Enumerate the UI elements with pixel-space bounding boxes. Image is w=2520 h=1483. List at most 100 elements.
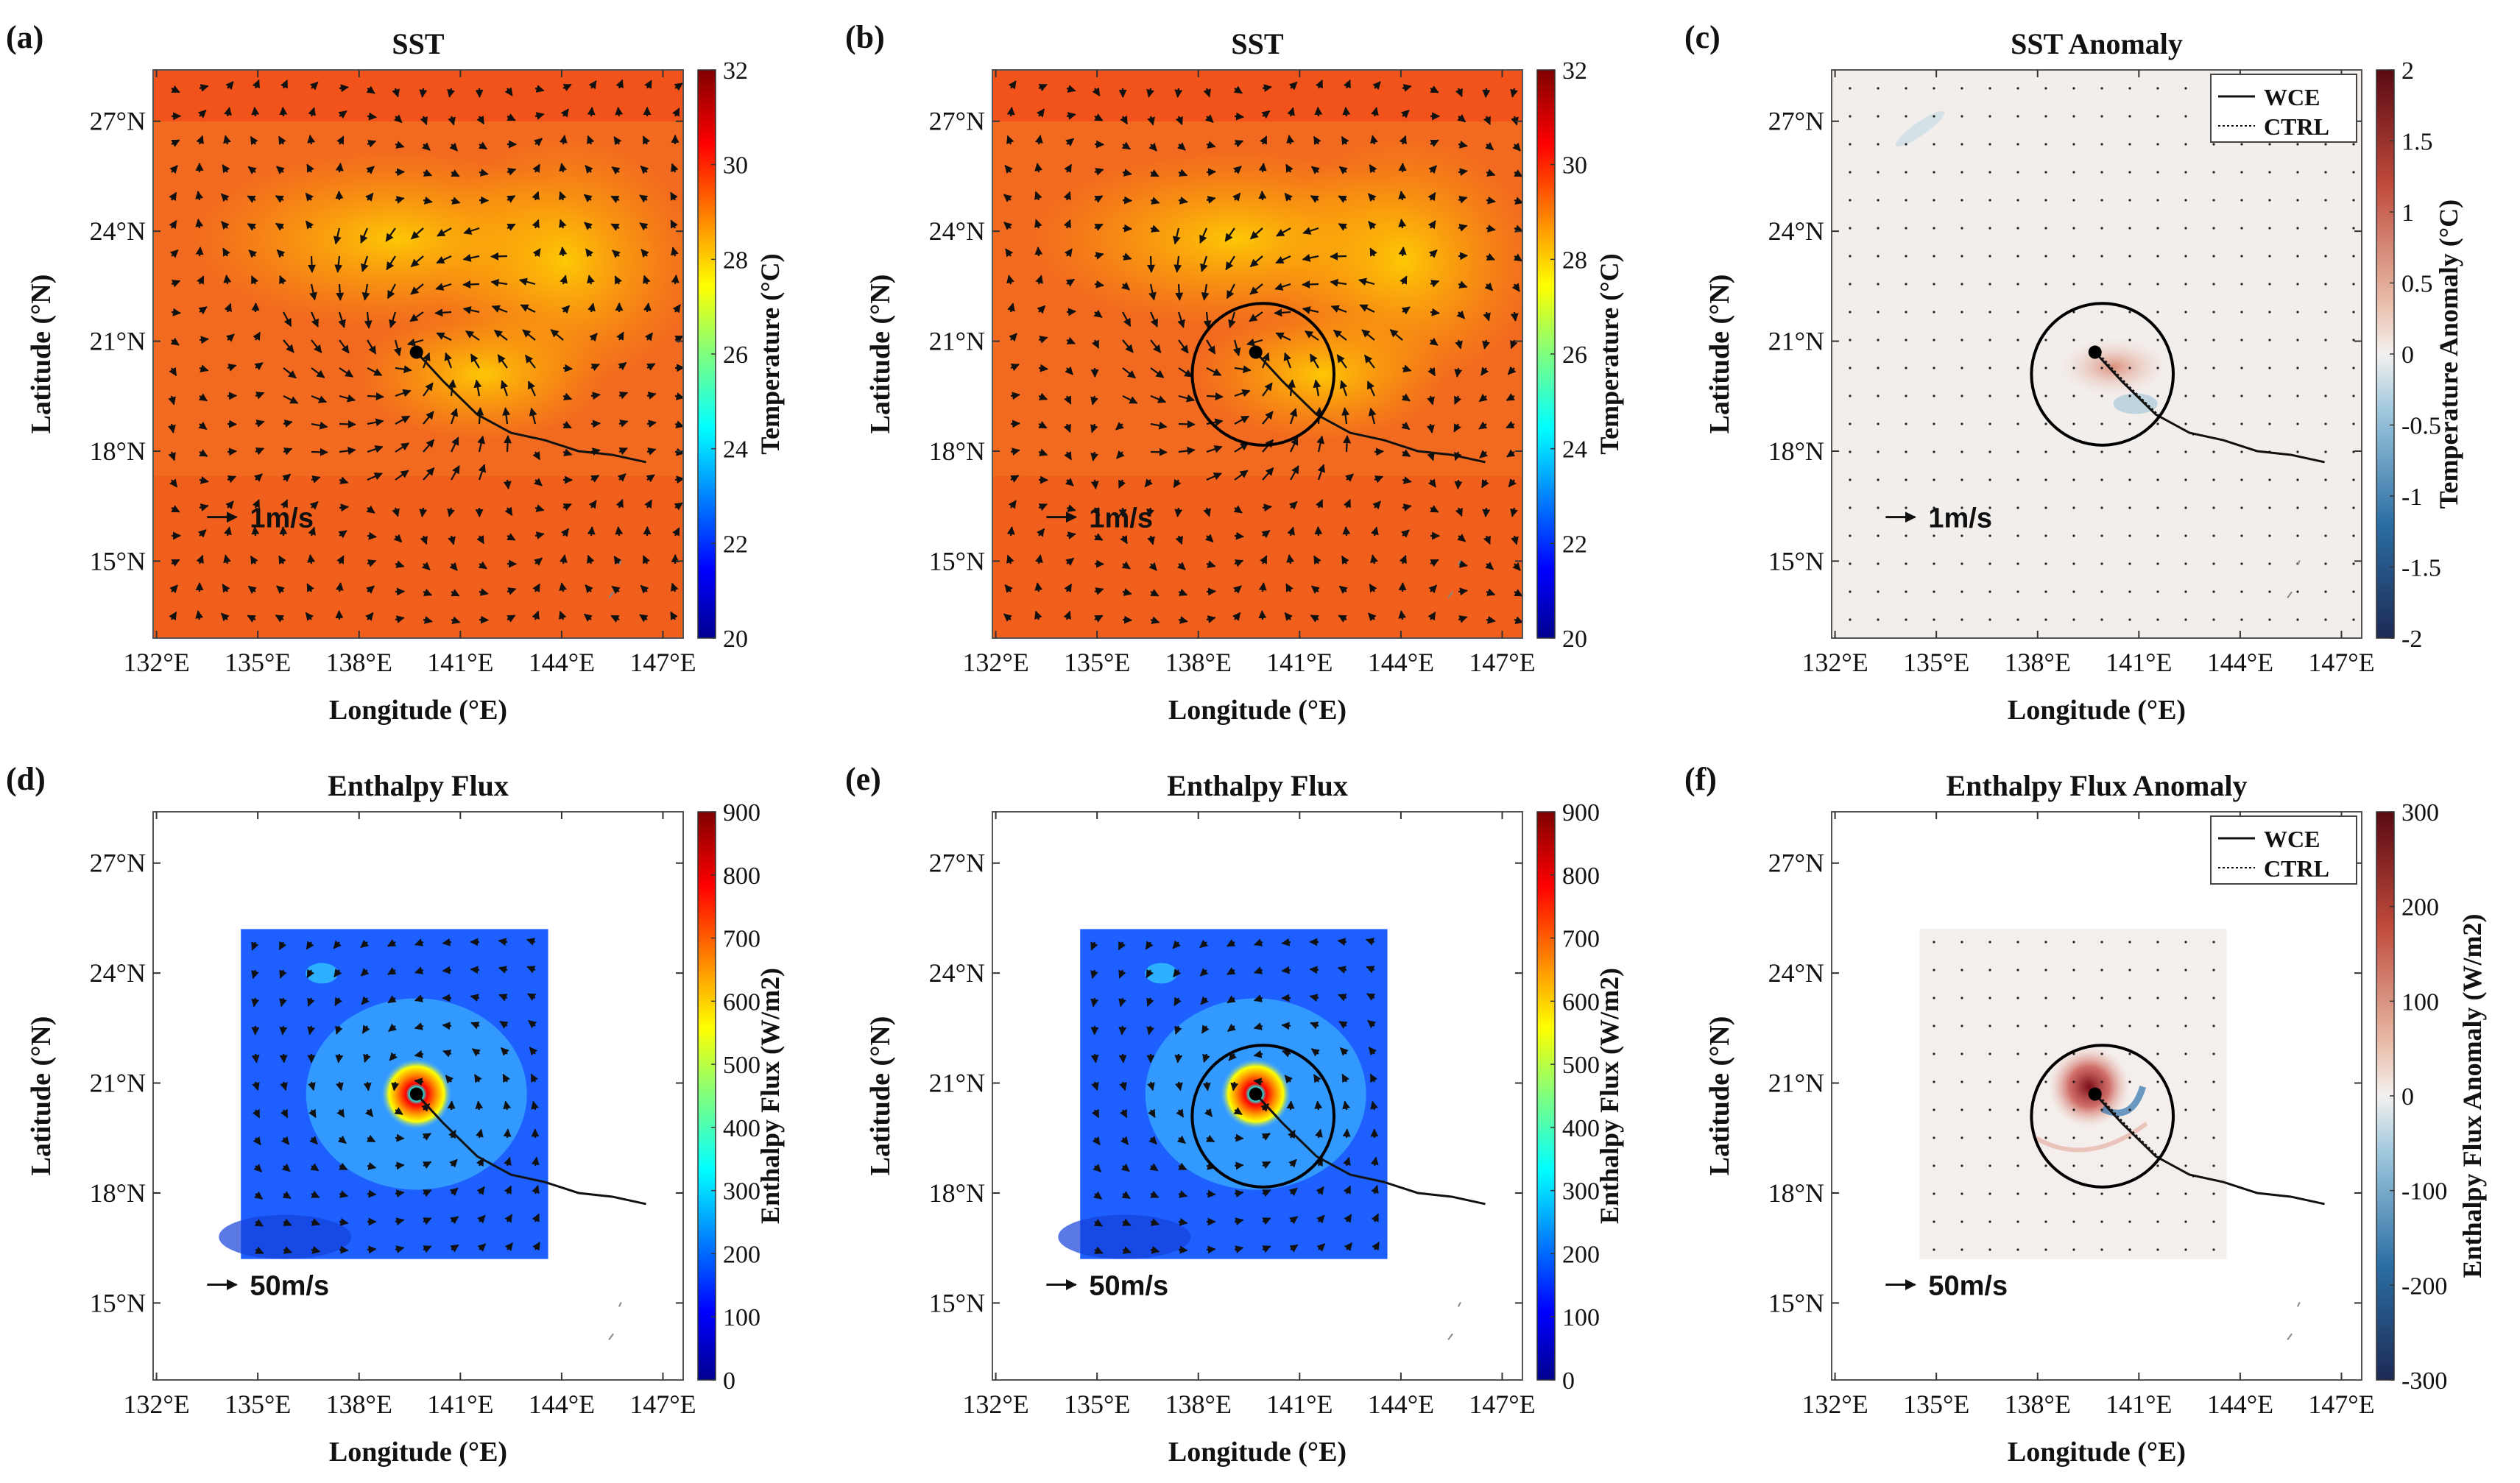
island-marks bbox=[2287, 1301, 2301, 1340]
vector-arrow bbox=[339, 1190, 349, 1198]
vector-arrow bbox=[1206, 367, 1222, 376]
vector-dot bbox=[1849, 143, 1852, 146]
vector-arrow bbox=[1458, 141, 1468, 149]
vector-dot bbox=[1877, 115, 1880, 118]
vector-arrow bbox=[1458, 196, 1468, 204]
vector-arrow bbox=[1118, 997, 1126, 1008]
vector-arrow bbox=[1203, 311, 1212, 329]
vector-arrow bbox=[254, 1219, 264, 1227]
vector-dot bbox=[2156, 394, 2159, 397]
vector-arrow bbox=[1290, 465, 1299, 481]
vector-dot bbox=[1988, 1052, 1991, 1055]
vector-arrow bbox=[199, 364, 209, 372]
scale-label: 50m/s bbox=[1089, 1271, 1168, 1302]
vector-dot bbox=[2212, 1220, 2215, 1223]
legend-ctrl-label: CTRL bbox=[2264, 113, 2329, 140]
vector-field bbox=[1003, 79, 1522, 624]
x-axis-label: Longitude (°E) bbox=[329, 1437, 507, 1468]
vector-arrow bbox=[1514, 169, 1522, 177]
eddy-circle bbox=[2030, 302, 2175, 447]
vector-dot bbox=[1988, 450, 1991, 453]
vector-arrow bbox=[306, 583, 314, 592]
vector-arrow bbox=[1374, 447, 1385, 456]
vector-arrow bbox=[1478, 394, 1488, 403]
x-tick-label: 144°E bbox=[2207, 1390, 2273, 1419]
vector-arrow bbox=[1427, 612, 1436, 621]
vector-dot bbox=[2212, 941, 2215, 944]
vector-arrow bbox=[612, 249, 621, 258]
vector-arrow bbox=[1178, 197, 1188, 205]
storm-center-marker bbox=[2088, 1087, 2102, 1101]
vector-arrow bbox=[674, 475, 683, 484]
vector-arrow bbox=[1148, 283, 1157, 301]
vector-arrow bbox=[1285, 583, 1293, 592]
vector-arrow bbox=[1290, 436, 1299, 453]
vector-arrow bbox=[1453, 423, 1461, 433]
vector-arrow bbox=[339, 1162, 348, 1171]
vector-arrow bbox=[365, 612, 374, 621]
vector-arrow bbox=[1249, 255, 1263, 268]
vector-arrow bbox=[1260, 135, 1268, 145]
vector-arrow bbox=[1343, 79, 1351, 89]
vector-arrow bbox=[1316, 435, 1324, 453]
vector-dot bbox=[1960, 1192, 1963, 1195]
vector-field bbox=[1849, 87, 2355, 621]
vector-dot bbox=[2016, 1164, 2019, 1167]
vector-dot bbox=[2044, 339, 2047, 341]
vector-arrow bbox=[1315, 79, 1323, 89]
vector-dot bbox=[2184, 478, 2187, 481]
vector-arrow bbox=[1232, 585, 1242, 594]
vector-arrow bbox=[395, 1217, 405, 1226]
vector-arrow bbox=[252, 1081, 260, 1091]
vector-arrow bbox=[1063, 610, 1071, 620]
vector-arrow bbox=[1261, 1133, 1271, 1141]
vector-dot bbox=[2072, 1080, 2075, 1083]
vector-arrow bbox=[170, 337, 180, 346]
vector-dot bbox=[2100, 1136, 2103, 1139]
vector-arrow bbox=[1173, 997, 1182, 1006]
vector-arrow bbox=[1094, 280, 1104, 289]
vector-arrow bbox=[613, 556, 622, 565]
vector-arrow bbox=[449, 562, 458, 571]
vector-arrow bbox=[1286, 554, 1295, 564]
vector-arrow bbox=[532, 163, 540, 173]
vector-arrow bbox=[395, 1133, 405, 1142]
vector-arrow bbox=[1119, 1081, 1127, 1091]
vector-dot bbox=[1988, 941, 1991, 944]
vector-arrow bbox=[1338, 615, 1347, 623]
vector-dot bbox=[1988, 997, 1991, 999]
vector-dot bbox=[2044, 1108, 2047, 1111]
vector-arrow bbox=[1090, 969, 1098, 980]
vector-arrow bbox=[447, 1100, 456, 1111]
vector-arrow bbox=[1510, 311, 1519, 322]
vector-arrow bbox=[334, 255, 343, 273]
vector-dot bbox=[2324, 283, 2327, 286]
vector-dot bbox=[2352, 143, 2355, 146]
vector-dot bbox=[1877, 422, 1880, 425]
vector-dot bbox=[2184, 339, 2187, 341]
vector-arrow bbox=[1371, 1213, 1380, 1222]
vector-arrow bbox=[1337, 938, 1347, 946]
vector-arrow bbox=[501, 1047, 509, 1056]
vector-arrow bbox=[1122, 1246, 1132, 1254]
vector-arrow bbox=[639, 194, 649, 203]
vector-dot bbox=[2212, 227, 2215, 230]
vector-dot bbox=[2212, 1024, 2215, 1027]
vector-arrow bbox=[560, 528, 570, 537]
vector-dot bbox=[2212, 199, 2215, 202]
vector-dot bbox=[1849, 367, 1852, 369]
colorbar-tick-label: 0 bbox=[2401, 1083, 2414, 1111]
vector-arrow bbox=[504, 87, 513, 96]
vector-arrow bbox=[1234, 442, 1249, 453]
vector-arrow bbox=[1003, 613, 1012, 622]
vector-arrow bbox=[590, 420, 601, 428]
vector-arrow bbox=[1367, 193, 1377, 202]
vector-arrow bbox=[449, 1158, 458, 1168]
vector-arrow bbox=[1458, 280, 1468, 289]
vector-dot bbox=[1877, 255, 1880, 258]
vector-dot bbox=[2128, 199, 2131, 202]
vector-arrow bbox=[1479, 450, 1489, 459]
vector-dot bbox=[2044, 941, 2047, 944]
vector-arrow bbox=[507, 223, 516, 231]
vector-dot bbox=[1905, 394, 1907, 397]
